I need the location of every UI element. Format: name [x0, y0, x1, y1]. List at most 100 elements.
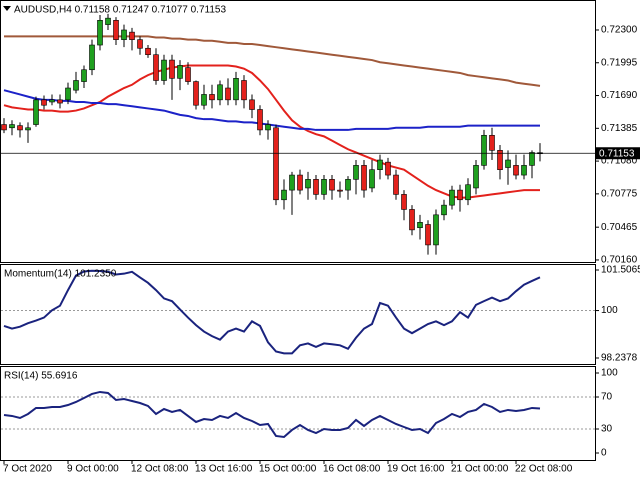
candle-body: [161, 59, 167, 81]
candle-body: [9, 124, 15, 129]
candle-body: [65, 87, 71, 101]
y-tick-label: 0.71690: [601, 90, 638, 101]
candle-body: [17, 125, 23, 131]
candle-body: [361, 165, 367, 191]
candle-body: [465, 184, 471, 201]
candle-body: [217, 84, 223, 101]
y-tick-label: 0.70160: [601, 255, 638, 266]
y-tick-label: 98.2378: [601, 353, 638, 364]
candle-body: [49, 99, 55, 103]
price-label-box: [596, 147, 640, 160]
candle-body: [521, 165, 527, 176]
candle-body: [41, 99, 47, 106]
candle-body: [33, 99, 39, 125]
candle-body: [201, 94, 207, 106]
candle-body: [273, 127, 279, 201]
candle-body: [313, 179, 319, 195]
moving-average: [3, 89, 540, 131]
moving-average: [4, 35, 541, 87]
x-tick-label: 12 Oct 08:00: [131, 464, 189, 475]
candle-body: [449, 189, 455, 206]
candle-body: [185, 67, 191, 82]
candle-body: [137, 39, 143, 49]
candle-body: [249, 99, 255, 110]
candle-body: [241, 80, 247, 101]
candle-body: [385, 161, 391, 176]
candle-body: [193, 81, 199, 106]
candle-body: [73, 80, 79, 91]
candle-body: [353, 165, 359, 180]
candle-body: [89, 44, 95, 71]
candle-body: [409, 209, 415, 231]
candle-body: [505, 159, 511, 168]
candle-body: [153, 54, 159, 81]
candle-body: [81, 69, 87, 82]
candle-body: [265, 124, 271, 131]
candle-body: [297, 174, 303, 191]
x-tick-label: 19 Oct 16:00: [387, 464, 445, 475]
y-tick-label: 0.71385: [601, 123, 638, 134]
candle-body: [289, 174, 295, 191]
candle-body: [209, 94, 215, 101]
candle-body: [177, 65, 183, 79]
y-tick-label: 0.70465: [601, 222, 638, 233]
candle-body: [257, 109, 263, 131]
x-tick-label: 7 Oct 2020: [3, 464, 52, 475]
candle-body: [225, 87, 231, 101]
candle-body: [305, 179, 311, 189]
candle-body: [417, 222, 423, 229]
y-tick-label: 0.70775: [601, 189, 638, 200]
indicator-line: [3, 269, 541, 355]
candle-body: [345, 179, 351, 191]
candle-body: [321, 179, 327, 195]
y-tick-label: 30: [601, 424, 613, 435]
candle-body: [441, 204, 447, 216]
x-tick-label: 22 Oct 08:00: [515, 464, 573, 475]
x-tick-label: 13 Oct 16:00: [195, 464, 253, 475]
y-tick-label: 0.72300: [601, 25, 638, 36]
y-tick-label: 70: [601, 392, 613, 403]
y-tick-label: 100: [601, 305, 618, 316]
y-tick-label: 0.71995: [601, 57, 638, 68]
candle-body: [233, 78, 239, 101]
y-tick-label: 0.71080: [601, 156, 638, 167]
candle-body: [337, 189, 343, 192]
candle-body: [113, 20, 119, 40]
candle-body: [497, 150, 503, 170]
rsi-pane: [0, 366, 596, 461]
candle-body: [1, 124, 7, 131]
y-tick-label: 0: [601, 448, 607, 459]
candle-body: [369, 169, 375, 189]
pane-title: RSI(14) 55.6916: [4, 371, 78, 382]
candle-body: [121, 29, 127, 40]
candle-body: [473, 165, 479, 189]
candle-body: [457, 189, 463, 201]
candle-body: [25, 127, 31, 131]
candle-body: [425, 224, 431, 246]
x-tick-label: 9 Oct 00:00: [67, 464, 119, 475]
candle-body: [57, 99, 63, 104]
candle-body: [281, 189, 287, 201]
candle-body: [481, 134, 487, 166]
candle-body: [433, 214, 439, 246]
candle-body: [129, 31, 135, 40]
candle-body: [169, 59, 175, 79]
price-label: 0.71153: [599, 148, 635, 159]
candle-body: [105, 17, 111, 25]
x-tick-label: 15 Oct 00:00: [259, 464, 317, 475]
pane-title: Momentum(14) 101.2350: [4, 269, 117, 280]
price-pane: [0, 0, 596, 263]
y-tick-label: 100: [601, 368, 618, 379]
x-tick-label: 21 Oct 00:00: [451, 464, 509, 475]
candle-body: [145, 47, 151, 55]
candle-body: [377, 159, 383, 170]
pane-title: AUDUSD,H4 0.71158 0.71247 0.71077 0.7115…: [14, 5, 226, 16]
candle-body: [329, 179, 335, 191]
indicator-line: [3, 390, 541, 439]
symbol-icon: [3, 6, 11, 11]
candle-body: [393, 174, 399, 195]
candle-body: [489, 134, 495, 151]
candle-body: [529, 152, 535, 166]
